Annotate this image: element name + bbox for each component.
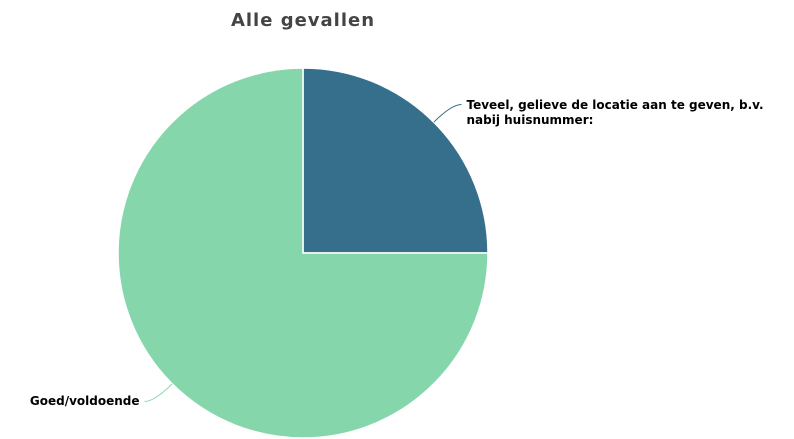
connector-line: [144, 383, 173, 402]
slice-label: Goed/voldoende: [29, 394, 140, 409]
pie-slice: [302, 67, 489, 254]
pie-slice: [117, 67, 489, 439]
chart-title: Alle gevallen: [230, 10, 376, 31]
connector-line: [433, 104, 462, 123]
slice-label: Teveel, gelieve de locatie aan te geven,…: [466, 97, 764, 127]
